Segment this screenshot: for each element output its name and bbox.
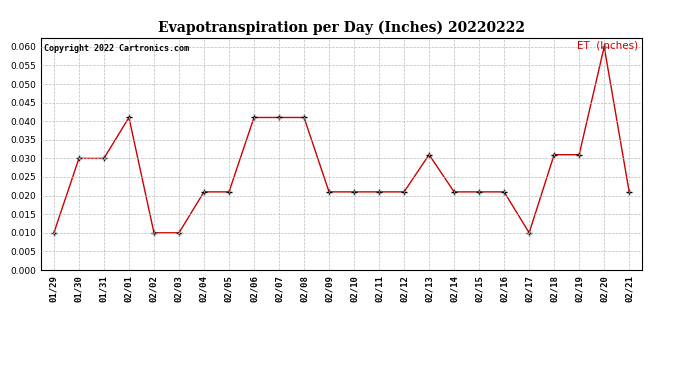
ET  (Inches) <box>125 115 133 120</box>
Title: Evapotranspiration per Day (Inches) 20220222: Evapotranspiration per Day (Inches) 2022… <box>158 21 525 35</box>
ET  (Inches) <box>150 231 158 235</box>
ET  (Inches) <box>50 231 58 235</box>
ET  (Inches) <box>525 231 533 235</box>
ET  (Inches) <box>500 190 509 194</box>
ET  (Inches) <box>475 190 483 194</box>
ET  (Inches) <box>450 190 458 194</box>
ET  (Inches) <box>600 45 609 49</box>
ET  (Inches) <box>350 190 358 194</box>
Legend: ET  (Inches): ET (Inches) <box>571 40 638 51</box>
ET  (Inches) <box>375 190 383 194</box>
ET  (Inches) <box>275 115 283 120</box>
ET  (Inches) <box>300 115 308 120</box>
ET  (Inches) <box>625 190 633 194</box>
ET  (Inches) <box>250 115 258 120</box>
ET  (Inches) <box>425 152 433 157</box>
ET  (Inches) <box>325 190 333 194</box>
ET  (Inches) <box>175 231 183 235</box>
ET  (Inches) <box>400 190 408 194</box>
Text: Copyright 2022 Cartronics.com: Copyright 2022 Cartronics.com <box>44 45 189 54</box>
ET  (Inches) <box>550 152 558 157</box>
ET  (Inches) <box>225 190 233 194</box>
ET  (Inches) <box>75 156 83 160</box>
ET  (Inches) <box>100 156 108 160</box>
ET  (Inches) <box>200 190 208 194</box>
ET  (Inches) <box>575 152 583 157</box>
Line: ET  (Inches): ET (Inches) <box>51 44 632 236</box>
